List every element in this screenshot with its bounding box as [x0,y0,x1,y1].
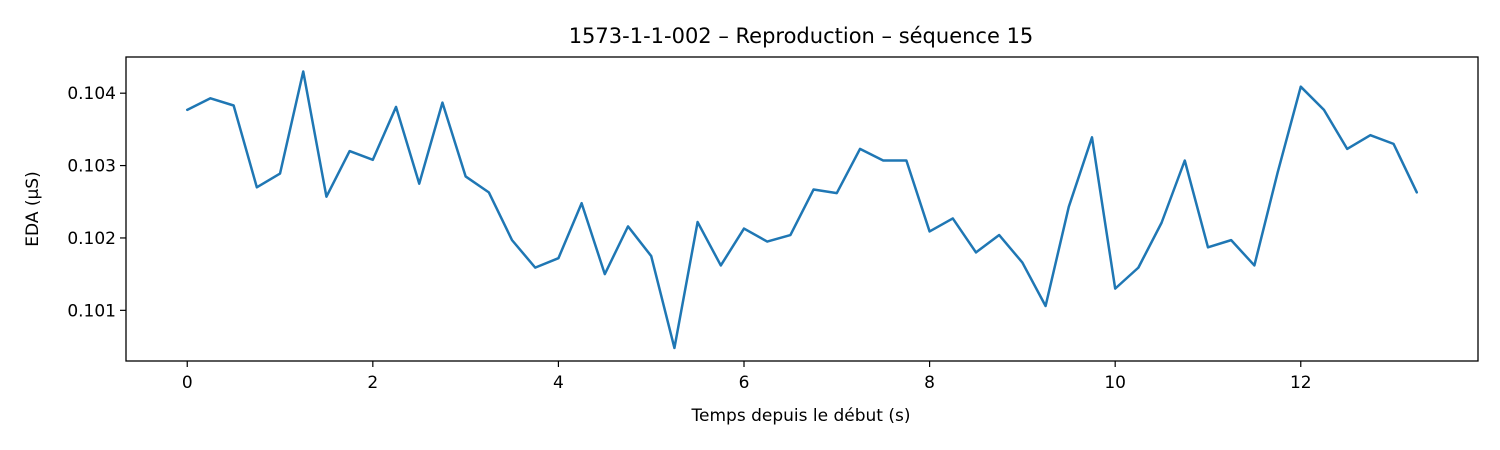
x-tick-label: 6 [739,373,750,393]
y-tick-label: 0.101 [67,301,116,321]
x-tick-label: 2 [367,373,378,393]
y-axis: 0.101 0.102 0.103 0.104 [67,84,126,321]
y-tick-label: 0.104 [67,84,116,104]
y-tick-label: 0.102 [67,229,116,249]
x-axis: 0 2 4 6 8 10 12 [182,361,1312,393]
eda-series-line [185,70,1419,350]
x-axis-label: Temps depuis le début (s) [691,406,911,426]
x-tick-label: 4 [553,373,564,393]
y-axis-label: EDA (µS) [23,171,43,246]
x-tick-label: 0 [182,373,193,393]
chart-title: 1573-1-1-002 – Reproduction – séquence 1… [569,24,1034,48]
y-tick-label: 0.103 [67,157,116,177]
x-tick-label: 12 [1290,373,1312,393]
x-tick-label: 8 [924,373,935,393]
x-tick-label: 10 [1104,373,1126,393]
plot-frame [125,56,1479,362]
